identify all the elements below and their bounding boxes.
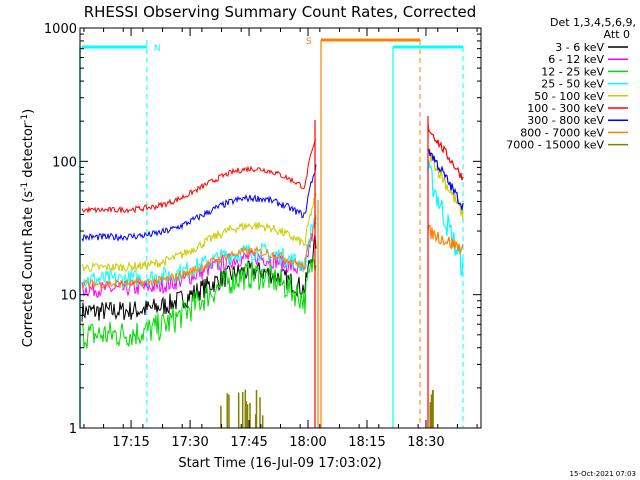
legend-header-line-2: Att 0 xyxy=(604,28,630,41)
series-line-post-300-800-kev xyxy=(427,148,464,210)
y-axis-label-main: Corrected Count Rate (s xyxy=(21,191,36,348)
x-tick-label: 18:15 xyxy=(348,435,385,450)
series-line-800-7000-kev xyxy=(81,216,317,291)
x-tick-label: 18:00 xyxy=(289,435,326,450)
y-axis-label-mid: detector xyxy=(21,122,36,182)
series-line-100-300-kev xyxy=(81,139,317,214)
series-line-post-100-300-kev xyxy=(427,124,464,181)
legend-label: 6 - 12 keV xyxy=(548,53,604,66)
y-tick-label: 100 xyxy=(52,155,77,170)
timestamp: 15-Oct-2021 07:03 xyxy=(570,470,636,478)
y-axis-label-sup1: -1 xyxy=(20,182,30,191)
legend-label: 800 - 7000 keV xyxy=(520,126,604,139)
x-tick-label: 17:45 xyxy=(230,435,267,450)
legend-label: 7000 - 15000 keV xyxy=(506,139,604,152)
y-tick-label: 1000 xyxy=(44,22,77,37)
plot-area: N S 1 10 100 1000 17:15 17:30 17:45 18:00 18:15 18:… xyxy=(44,22,482,450)
series-line-12-25-kev xyxy=(81,257,317,349)
series-line-50-100-kev xyxy=(81,192,317,273)
y-axis-label-sup2: -1 xyxy=(20,114,30,123)
y-tick-label: 1 xyxy=(69,422,77,437)
series-line-300-800-kev xyxy=(81,164,317,242)
legend-label: 12 - 25 keV xyxy=(541,65,604,78)
chart-title: RHESSI Observing Summary Count Rates, Co… xyxy=(84,3,477,21)
legend-label: 300 - 800 keV xyxy=(527,114,604,127)
x-tick-label: 17:30 xyxy=(171,435,208,450)
series-line-post-25-50-kev xyxy=(427,160,464,276)
x-tick-label: 18:30 xyxy=(407,435,444,450)
y-axis-label-end: ) xyxy=(21,109,36,114)
series-line-25-50-kev xyxy=(81,214,317,289)
y-tick-label: 10 xyxy=(60,289,77,304)
legend-label: 50 - 100 keV xyxy=(534,90,604,103)
legend-label: 3 - 6 keV xyxy=(555,41,604,54)
series-line-post-800-7000-kev xyxy=(427,224,464,255)
legend-label: 100 - 300 keV xyxy=(527,102,604,115)
legend-header-line-1: Det 1,3,4,5,6,9, xyxy=(550,16,636,29)
y-axis-label: Corrected Count Rate (s-1 detector-1) xyxy=(20,109,36,347)
x-axis-label: Start Time (16-Jul-09 17:03:02) xyxy=(178,456,381,471)
legend-label: 25 - 50 keV xyxy=(541,78,604,91)
x-tick-label: 17:15 xyxy=(112,435,149,450)
saa-label: S xyxy=(306,37,312,47)
night-label: N xyxy=(154,44,161,54)
